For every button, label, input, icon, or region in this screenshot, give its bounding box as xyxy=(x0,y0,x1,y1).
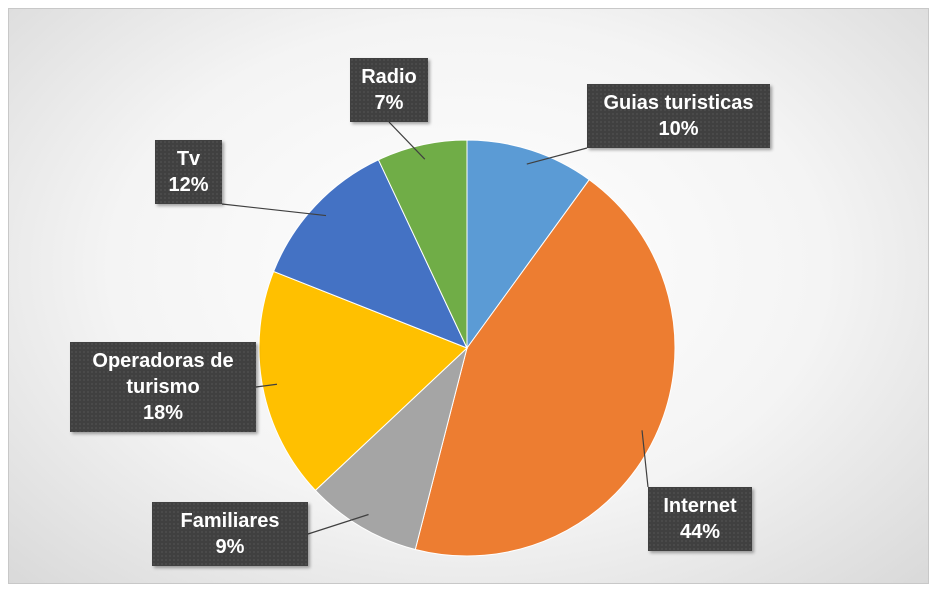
data-label: Familiares 9% xyxy=(152,502,308,566)
pie-slice xyxy=(314,346,468,551)
data-label: Guias turisticas 10% xyxy=(587,84,770,148)
leader-line xyxy=(307,513,369,535)
label-name: Radio xyxy=(361,66,417,88)
leader-line xyxy=(221,203,327,217)
label-value: 10% xyxy=(658,118,699,140)
label-name: Familiares xyxy=(180,510,280,532)
data-label: Tv 12% xyxy=(155,140,222,204)
leader-line xyxy=(255,383,278,388)
pie-slice xyxy=(258,270,468,492)
pie-slice xyxy=(466,139,590,350)
label-value: 7% xyxy=(374,92,404,114)
label-name: Operadoras de turismo xyxy=(92,350,234,398)
data-label: Operadoras de turismo 18% xyxy=(70,342,256,432)
label-name: Guias turisticas xyxy=(603,92,754,114)
pie-slice xyxy=(272,159,468,349)
label-value: 18% xyxy=(142,402,184,424)
leader-line xyxy=(641,430,649,488)
label-name: Internet xyxy=(663,495,737,517)
leader-line xyxy=(388,121,426,160)
leader-line xyxy=(526,147,588,165)
data-label: Radio 7% xyxy=(350,58,428,122)
label-value: 44% xyxy=(679,521,721,543)
label-value: 12% xyxy=(168,174,209,196)
pie-slice xyxy=(414,179,676,557)
label-name: Tv xyxy=(176,148,201,170)
label-value: 9% xyxy=(215,536,245,558)
pie-slice xyxy=(377,139,468,349)
data-label: Internet 44% xyxy=(648,487,752,551)
